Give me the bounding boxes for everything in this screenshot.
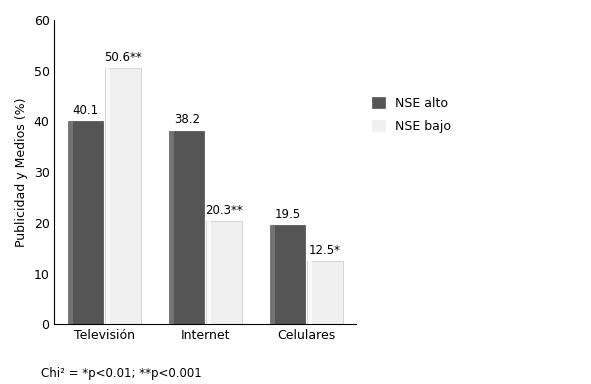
Bar [206, 221, 242, 324]
Bar [307, 261, 343, 324]
Text: 50.6**: 50.6** [104, 51, 142, 64]
Text: Chi² = *p<0.01; **p<0.001: Chi² = *p<0.01; **p<0.001 [41, 367, 202, 380]
Bar [170, 131, 174, 324]
Bar [105, 68, 141, 324]
Legend: NSE alto, NSE bajo: NSE alto, NSE bajo [369, 93, 454, 137]
Text: 40.1: 40.1 [73, 104, 99, 117]
Bar [270, 225, 275, 324]
Bar [207, 221, 211, 324]
Bar [69, 121, 73, 324]
Text: 20.3**: 20.3** [205, 204, 243, 217]
Bar [106, 68, 110, 324]
Bar [308, 261, 312, 324]
Y-axis label: Publicidad y Medios (%): Publicidad y Medios (%) [15, 98, 28, 247]
Bar [169, 131, 204, 324]
Text: 19.5: 19.5 [275, 208, 301, 221]
Text: 38.2: 38.2 [174, 114, 200, 126]
Bar [68, 121, 103, 324]
Text: 12.5*: 12.5* [309, 244, 341, 257]
Bar [270, 225, 306, 324]
